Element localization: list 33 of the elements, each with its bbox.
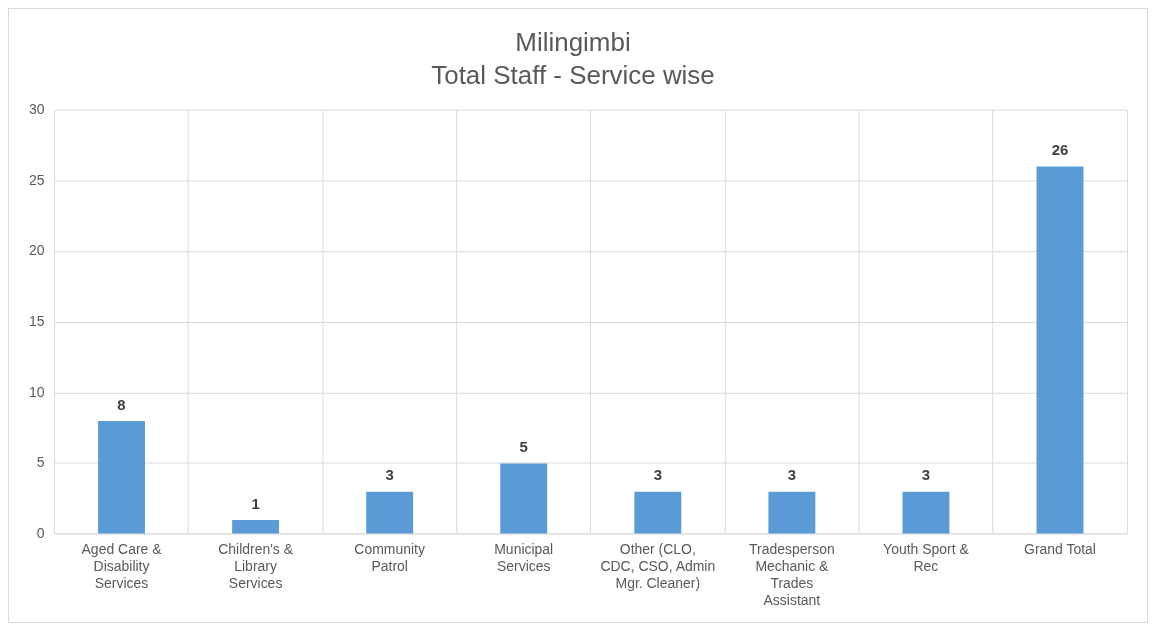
data-label: 26: [1051, 141, 1069, 159]
data-label: 3: [385, 466, 394, 484]
y-tick-label: 30: [28, 100, 45, 117]
data-label: 3: [787, 466, 797, 484]
y-tick-label: 20: [28, 242, 45, 259]
x-tick-label: Youth Sport & Rec: [883, 541, 970, 575]
data-label: 3: [653, 466, 662, 484]
chart-subtitle: Total Staff - Service wise: [431, 60, 715, 89]
chart-title: Milingimbi: [515, 27, 631, 56]
bar: [634, 491, 682, 534]
x-tick-label: Children's & Library Services: [218, 541, 294, 591]
y-tick-label: 10: [28, 383, 45, 400]
x-tick-label: Tradesperson Mechanic & Trades Assistant: [749, 541, 835, 608]
x-tick-label: Aged Care & Disability Services: [81, 541, 163, 591]
bar: [500, 463, 548, 534]
x-tick-label: Grand Total: [1024, 541, 1096, 558]
y-tick-label: 15: [28, 312, 45, 329]
y-tick-label: 25: [28, 171, 45, 188]
bar: [232, 519, 280, 534]
x-tick-label: Municipal Services: [494, 541, 554, 575]
y-tick-label: 0: [36, 524, 45, 541]
bar: [1036, 166, 1084, 534]
data-label: 1: [251, 494, 260, 512]
bar: [366, 491, 414, 534]
y-tick-label: 5: [36, 454, 45, 471]
bar: [902, 491, 950, 534]
x-tick-label: Community Patrol: [354, 541, 425, 575]
data-label: 8: [117, 395, 126, 413]
x-tick-label: Other (CLO, CDC, CSO, Admin Mgr. Cleaner): [600, 541, 716, 591]
bar: [98, 421, 145, 534]
data-label: 3: [921, 466, 931, 484]
bar: [768, 491, 816, 534]
data-label: 5: [519, 438, 528, 456]
